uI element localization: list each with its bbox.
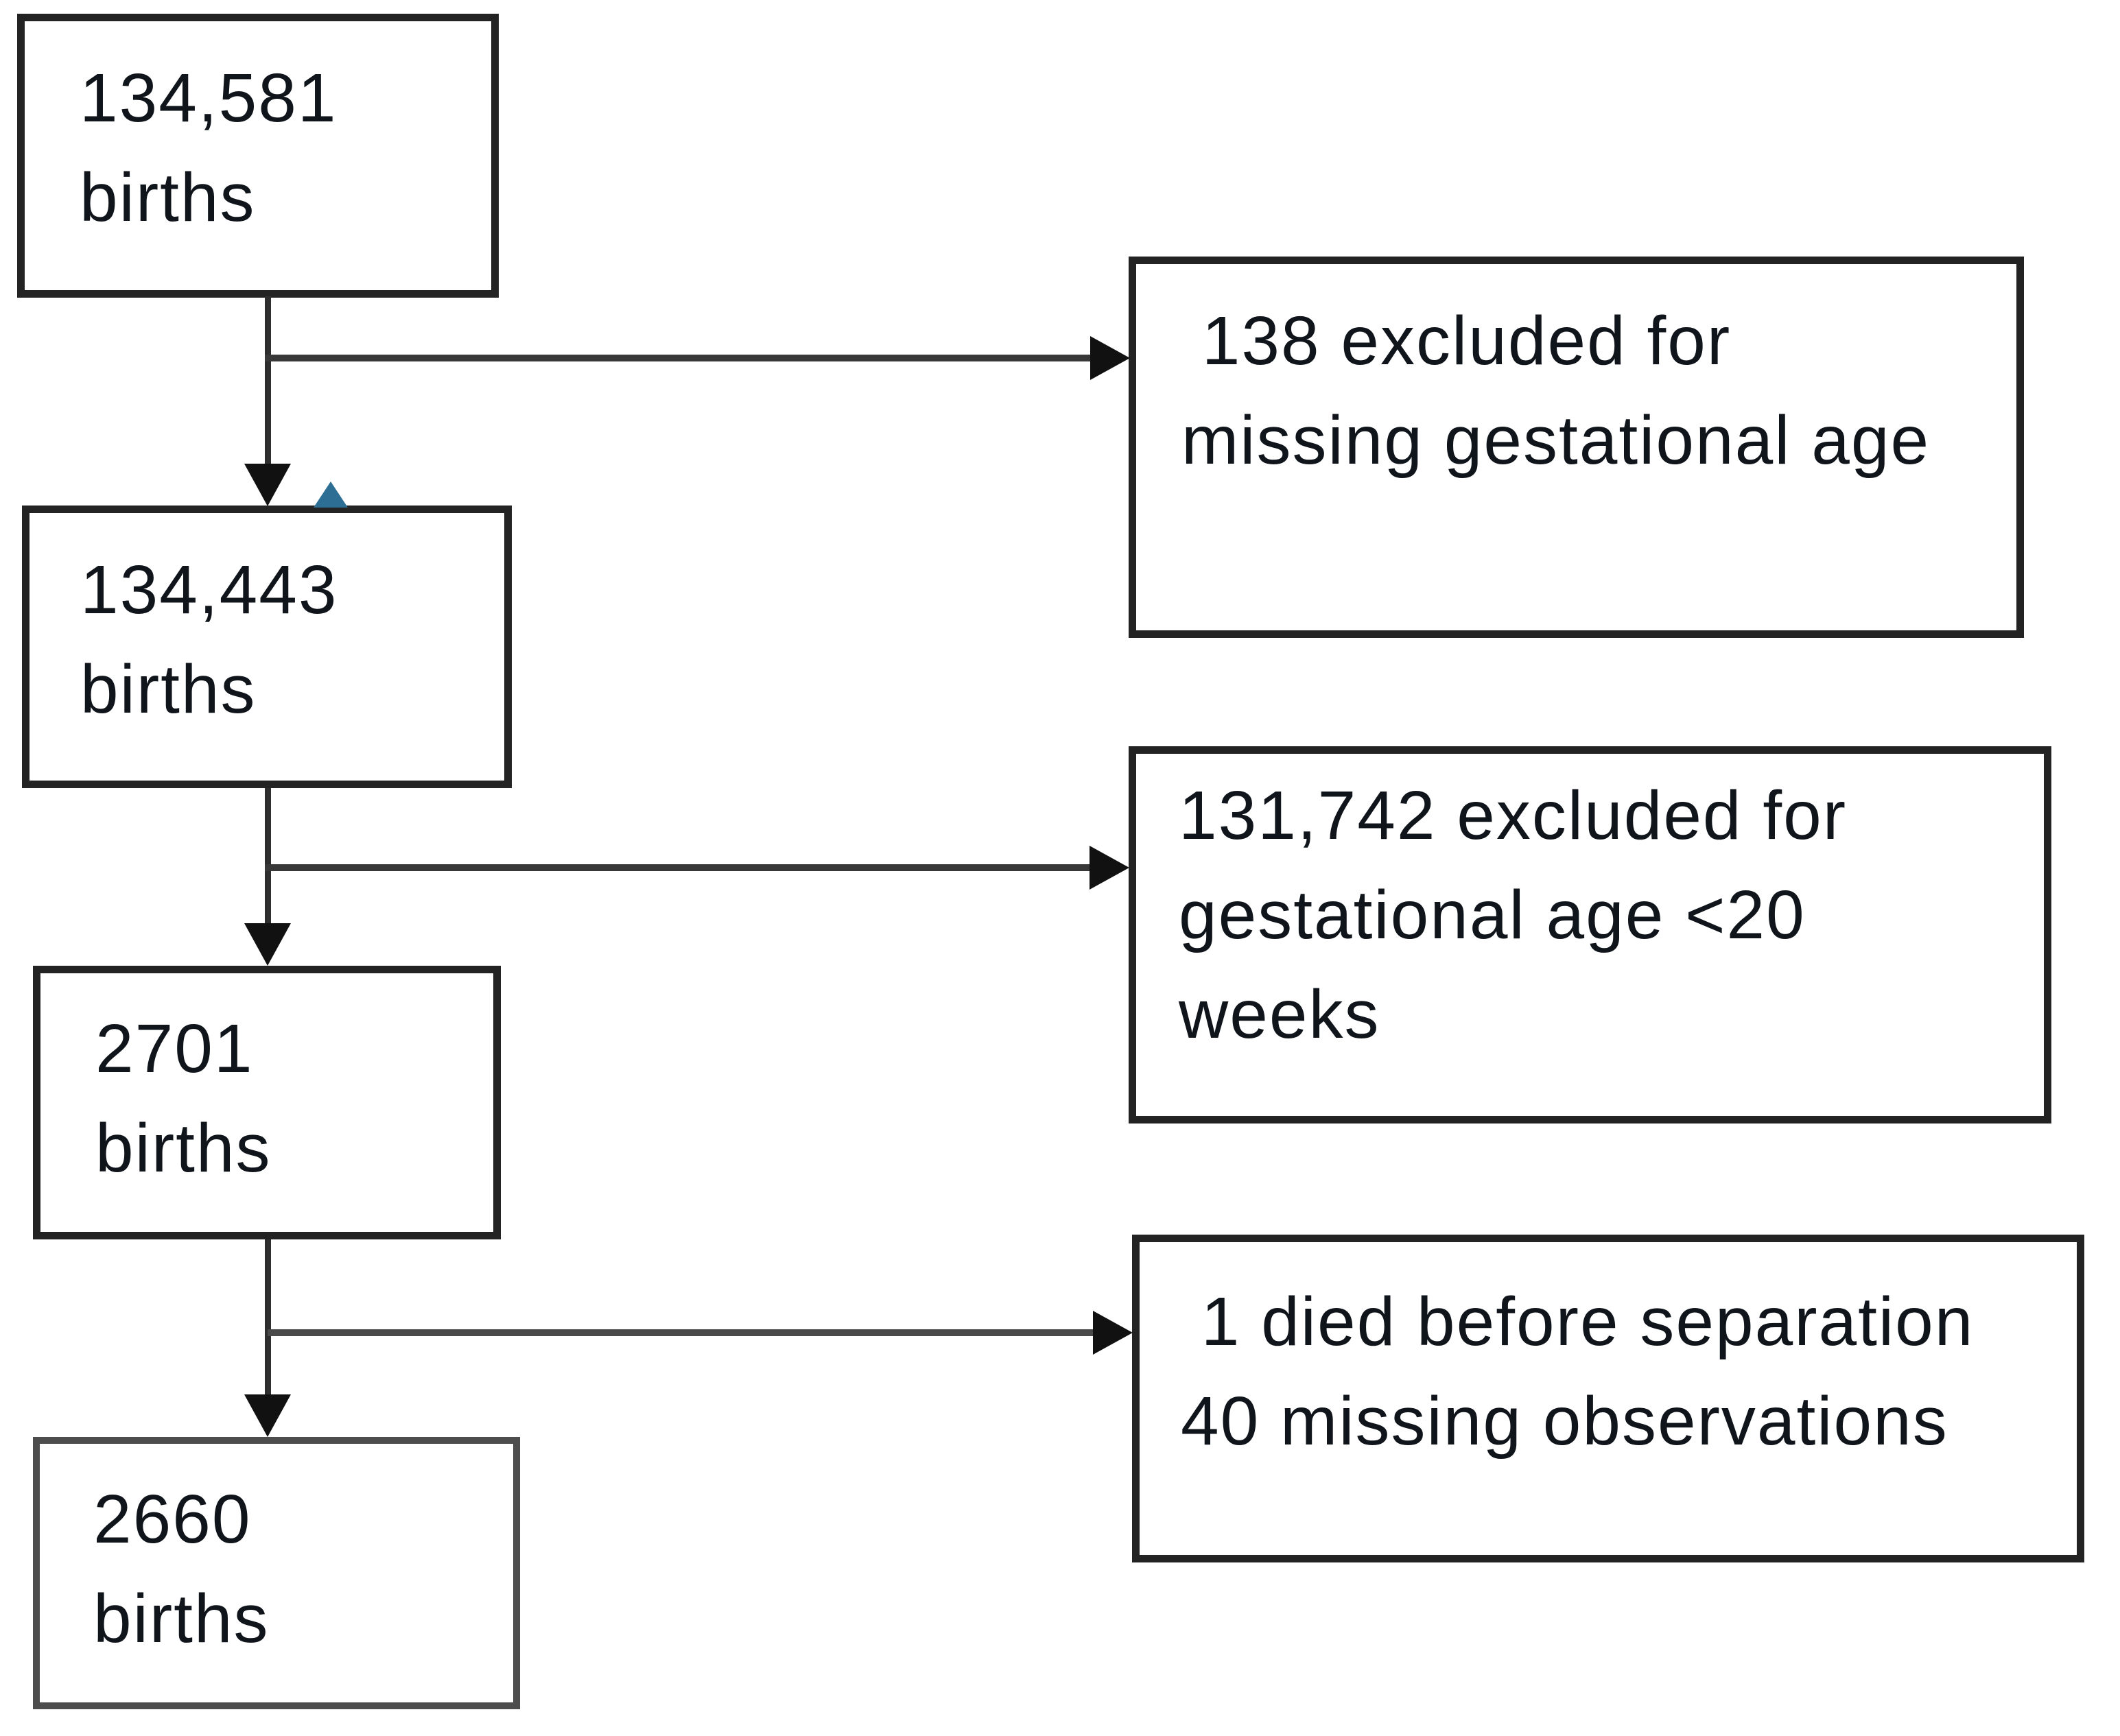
arrow-down-head-2: [244, 923, 291, 966]
box-line-count: 2660: [93, 1481, 252, 1558]
arrow-down-head-1: [244, 464, 291, 506]
connector-line-3: [268, 1329, 1094, 1336]
box-line-label: births: [93, 1580, 270, 1657]
box-line-label: births: [95, 1110, 272, 1187]
connector-line-2: [265, 864, 1090, 871]
box-line: 138 excluded for: [1181, 302, 1732, 379]
box-births-134443: 134,443 births: [22, 506, 512, 788]
box-line-count: 134,443: [80, 551, 338, 628]
box-excluded-gestational-age-lt-20-weeks: 131,742 excluded for gestational age <20…: [1129, 746, 2051, 1123]
box-line: 1 died before separation: [1181, 1283, 1975, 1360]
box-line-label: births: [80, 159, 256, 236]
box-births-2660: 2660 births: [33, 1437, 520, 1709]
arrow-right-head-3: [1093, 1311, 1133, 1355]
box-line: weeks: [1179, 976, 1380, 1053]
box-died-or-missing-observations: 1 died before separation 40 missing obse…: [1132, 1235, 2084, 1562]
box-births-2701: 2701 births: [33, 966, 501, 1239]
box-line: gestational age <20: [1179, 877, 1806, 953]
arrow-down-line-2: [265, 788, 271, 927]
box-line: missing gestational age: [1181, 402, 1931, 479]
arrow-down-head-3: [244, 1394, 291, 1437]
box-line: 131,742 excluded for: [1179, 777, 1848, 854]
box-line-count: 2701: [95, 1010, 254, 1087]
box-births-134581: 134,581 births: [17, 14, 499, 298]
box-excluded-missing-gestational-age: 138 excluded for missing gestational age: [1129, 257, 2024, 638]
arrow-right-head-1: [1090, 336, 1130, 380]
box-line-label: births: [80, 651, 257, 728]
teal-artifact-triangle: [314, 481, 348, 508]
box-line-count: 134,581: [80, 60, 338, 136]
arrow-right-head-2: [1090, 846, 1129, 890]
box-line: 40 missing observations: [1181, 1383, 1948, 1460]
arrow-down-line-1: [265, 296, 271, 468]
arrow-down-line-3: [265, 1239, 271, 1397]
connector-line-1: [265, 355, 1094, 361]
